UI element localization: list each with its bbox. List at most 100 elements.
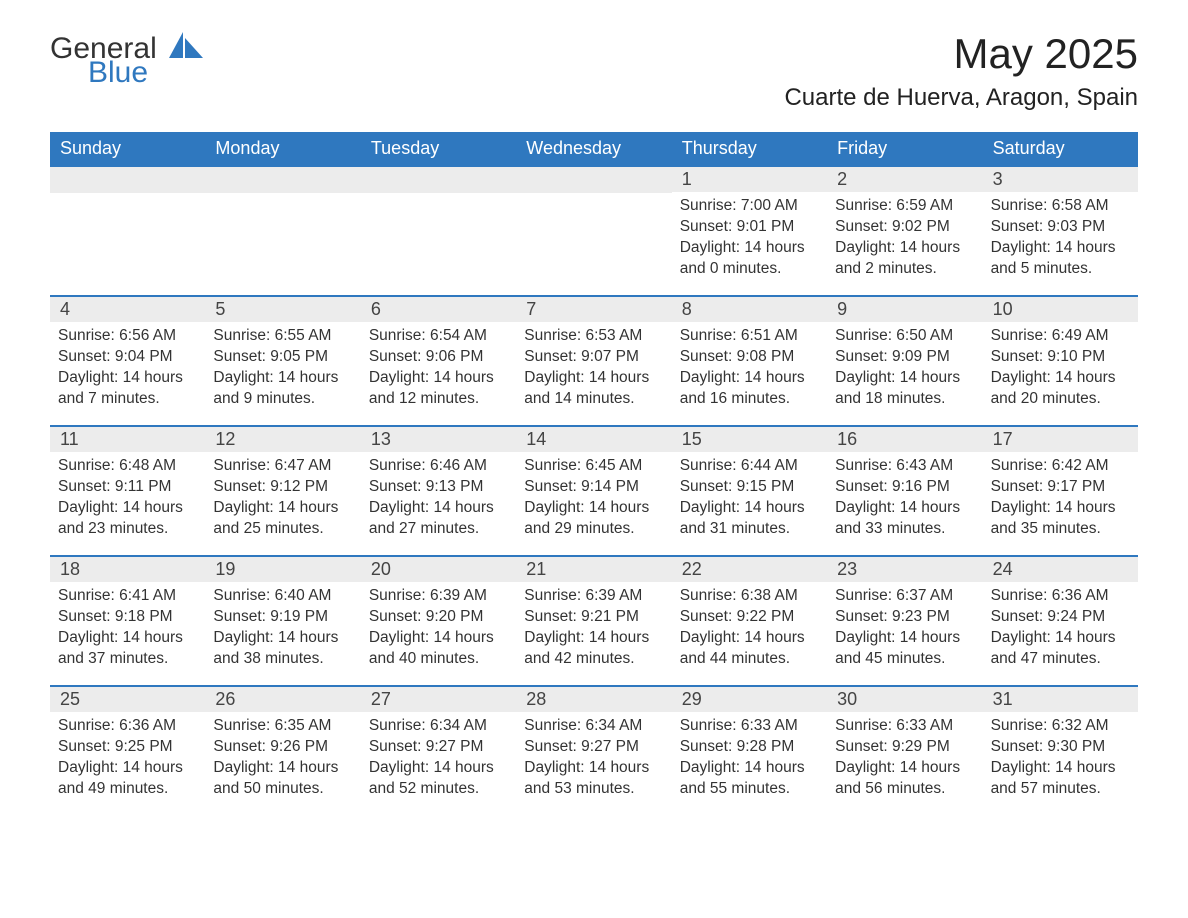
sunrise-text: Sunrise: 6:41 AM <box>58 586 197 607</box>
day-number: 11 <box>50 427 205 452</box>
sunrise-text: Sunrise: 6:38 AM <box>680 586 819 607</box>
logo: General Blue <box>50 30 203 88</box>
daylight-text: Daylight: 14 hours and 52 minutes. <box>369 758 508 800</box>
day-number: 7 <box>516 297 671 322</box>
daylight-text: Daylight: 14 hours and 14 minutes. <box>524 368 663 410</box>
month-title: May 2025 <box>784 30 1138 78</box>
sunrise-text: Sunrise: 7:00 AM <box>680 196 819 217</box>
day-body: Sunrise: 6:38 AMSunset: 9:22 PMDaylight:… <box>672 582 827 676</box>
daylight-text: Daylight: 14 hours and 31 minutes. <box>680 498 819 540</box>
day-body: Sunrise: 6:53 AMSunset: 9:07 PMDaylight:… <box>516 322 671 416</box>
day-cell: 11Sunrise: 6:48 AMSunset: 9:11 PMDayligh… <box>50 427 205 555</box>
day-number: 24 <box>983 557 1138 582</box>
day-cell: 14Sunrise: 6:45 AMSunset: 9:14 PMDayligh… <box>516 427 671 555</box>
sunrise-text: Sunrise: 6:49 AM <box>991 326 1130 347</box>
day-number: 12 <box>205 427 360 452</box>
logo-text: General Blue <box>50 30 203 88</box>
day-cell: 6Sunrise: 6:54 AMSunset: 9:06 PMDaylight… <box>361 297 516 425</box>
day-cell: 24Sunrise: 6:36 AMSunset: 9:24 PMDayligh… <box>983 557 1138 685</box>
day-cell: 22Sunrise: 6:38 AMSunset: 9:22 PMDayligh… <box>672 557 827 685</box>
weekday-cell: Tuesday <box>361 132 516 165</box>
sunrise-text: Sunrise: 6:50 AM <box>835 326 974 347</box>
calendar: SundayMondayTuesdayWednesdayThursdayFrid… <box>50 132 1138 815</box>
sunset-text: Sunset: 9:14 PM <box>524 477 663 498</box>
sunrise-text: Sunrise: 6:36 AM <box>991 586 1130 607</box>
day-cell: 3Sunrise: 6:58 AMSunset: 9:03 PMDaylight… <box>983 167 1138 295</box>
sunrise-text: Sunrise: 6:53 AM <box>524 326 663 347</box>
day-cell: 7Sunrise: 6:53 AMSunset: 9:07 PMDaylight… <box>516 297 671 425</box>
daylight-text: Daylight: 14 hours and 38 minutes. <box>213 628 352 670</box>
sunset-text: Sunset: 9:30 PM <box>991 737 1130 758</box>
sunset-text: Sunset: 9:05 PM <box>213 347 352 368</box>
day-number <box>361 167 516 193</box>
weekday-cell: Monday <box>205 132 360 165</box>
daylight-text: Daylight: 14 hours and 18 minutes. <box>835 368 974 410</box>
day-number: 8 <box>672 297 827 322</box>
header: General Blue May 2025 Cuarte de Huerva, … <box>50 30 1138 124</box>
weekday-cell: Sunday <box>50 132 205 165</box>
daylight-text: Daylight: 14 hours and 55 minutes. <box>680 758 819 800</box>
sunrise-text: Sunrise: 6:42 AM <box>991 456 1130 477</box>
day-cell: 10Sunrise: 6:49 AMSunset: 9:10 PMDayligh… <box>983 297 1138 425</box>
sunrise-text: Sunrise: 6:54 AM <box>369 326 508 347</box>
day-cell: 5Sunrise: 6:55 AMSunset: 9:05 PMDaylight… <box>205 297 360 425</box>
daylight-text: Daylight: 14 hours and 57 minutes. <box>991 758 1130 800</box>
day-number: 6 <box>361 297 516 322</box>
sunset-text: Sunset: 9:27 PM <box>369 737 508 758</box>
logo-text-blue: Blue <box>88 58 203 88</box>
sunset-text: Sunset: 9:17 PM <box>991 477 1130 498</box>
day-body: Sunrise: 6:34 AMSunset: 9:27 PMDaylight:… <box>361 712 516 806</box>
sunrise-text: Sunrise: 6:34 AM <box>524 716 663 737</box>
daylight-text: Daylight: 14 hours and 27 minutes. <box>369 498 508 540</box>
sunset-text: Sunset: 9:23 PM <box>835 607 974 628</box>
day-number: 28 <box>516 687 671 712</box>
day-cell <box>205 167 360 295</box>
day-body: Sunrise: 6:36 AMSunset: 9:25 PMDaylight:… <box>50 712 205 806</box>
sunset-text: Sunset: 9:11 PM <box>58 477 197 498</box>
sunrise-text: Sunrise: 6:33 AM <box>835 716 974 737</box>
day-cell: 28Sunrise: 6:34 AMSunset: 9:27 PMDayligh… <box>516 687 671 815</box>
day-cell: 18Sunrise: 6:41 AMSunset: 9:18 PMDayligh… <box>50 557 205 685</box>
day-number: 31 <box>983 687 1138 712</box>
day-body: Sunrise: 6:32 AMSunset: 9:30 PMDaylight:… <box>983 712 1138 806</box>
day-cell: 29Sunrise: 6:33 AMSunset: 9:28 PMDayligh… <box>672 687 827 815</box>
day-body: Sunrise: 6:48 AMSunset: 9:11 PMDaylight:… <box>50 452 205 546</box>
day-number: 14 <box>516 427 671 452</box>
week-row: 1Sunrise: 7:00 AMSunset: 9:01 PMDaylight… <box>50 165 1138 295</box>
logo-sail-icon <box>169 32 203 58</box>
daylight-text: Daylight: 14 hours and 12 minutes. <box>369 368 508 410</box>
sunset-text: Sunset: 9:25 PM <box>58 737 197 758</box>
day-body: Sunrise: 6:54 AMSunset: 9:06 PMDaylight:… <box>361 322 516 416</box>
day-number: 22 <box>672 557 827 582</box>
day-number: 15 <box>672 427 827 452</box>
weekday-cell: Saturday <box>983 132 1138 165</box>
sunrise-text: Sunrise: 6:58 AM <box>991 196 1130 217</box>
week-row: 11Sunrise: 6:48 AMSunset: 9:11 PMDayligh… <box>50 425 1138 555</box>
weekday-cell: Friday <box>827 132 982 165</box>
sunrise-text: Sunrise: 6:45 AM <box>524 456 663 477</box>
day-cell: 1Sunrise: 7:00 AMSunset: 9:01 PMDaylight… <box>672 167 827 295</box>
day-number: 21 <box>516 557 671 582</box>
day-cell <box>516 167 671 295</box>
day-body: Sunrise: 6:34 AMSunset: 9:27 PMDaylight:… <box>516 712 671 806</box>
week-row: 4Sunrise: 6:56 AMSunset: 9:04 PMDaylight… <box>50 295 1138 425</box>
sunset-text: Sunset: 9:26 PM <box>213 737 352 758</box>
sunset-text: Sunset: 9:27 PM <box>524 737 663 758</box>
day-number: 18 <box>50 557 205 582</box>
sunset-text: Sunset: 9:21 PM <box>524 607 663 628</box>
sunset-text: Sunset: 9:08 PM <box>680 347 819 368</box>
sunrise-text: Sunrise: 6:40 AM <box>213 586 352 607</box>
day-cell: 13Sunrise: 6:46 AMSunset: 9:13 PMDayligh… <box>361 427 516 555</box>
day-body: Sunrise: 6:42 AMSunset: 9:17 PMDaylight:… <box>983 452 1138 546</box>
day-cell: 12Sunrise: 6:47 AMSunset: 9:12 PMDayligh… <box>205 427 360 555</box>
day-number: 1 <box>672 167 827 192</box>
sunrise-text: Sunrise: 6:55 AM <box>213 326 352 347</box>
day-number: 25 <box>50 687 205 712</box>
day-cell: 2Sunrise: 6:59 AMSunset: 9:02 PMDaylight… <box>827 167 982 295</box>
sunset-text: Sunset: 9:15 PM <box>680 477 819 498</box>
day-number: 27 <box>361 687 516 712</box>
sunrise-text: Sunrise: 6:59 AM <box>835 196 974 217</box>
day-body: Sunrise: 7:00 AMSunset: 9:01 PMDaylight:… <box>672 192 827 286</box>
weekday-header-row: SundayMondayTuesdayWednesdayThursdayFrid… <box>50 132 1138 165</box>
daylight-text: Daylight: 14 hours and 16 minutes. <box>680 368 819 410</box>
